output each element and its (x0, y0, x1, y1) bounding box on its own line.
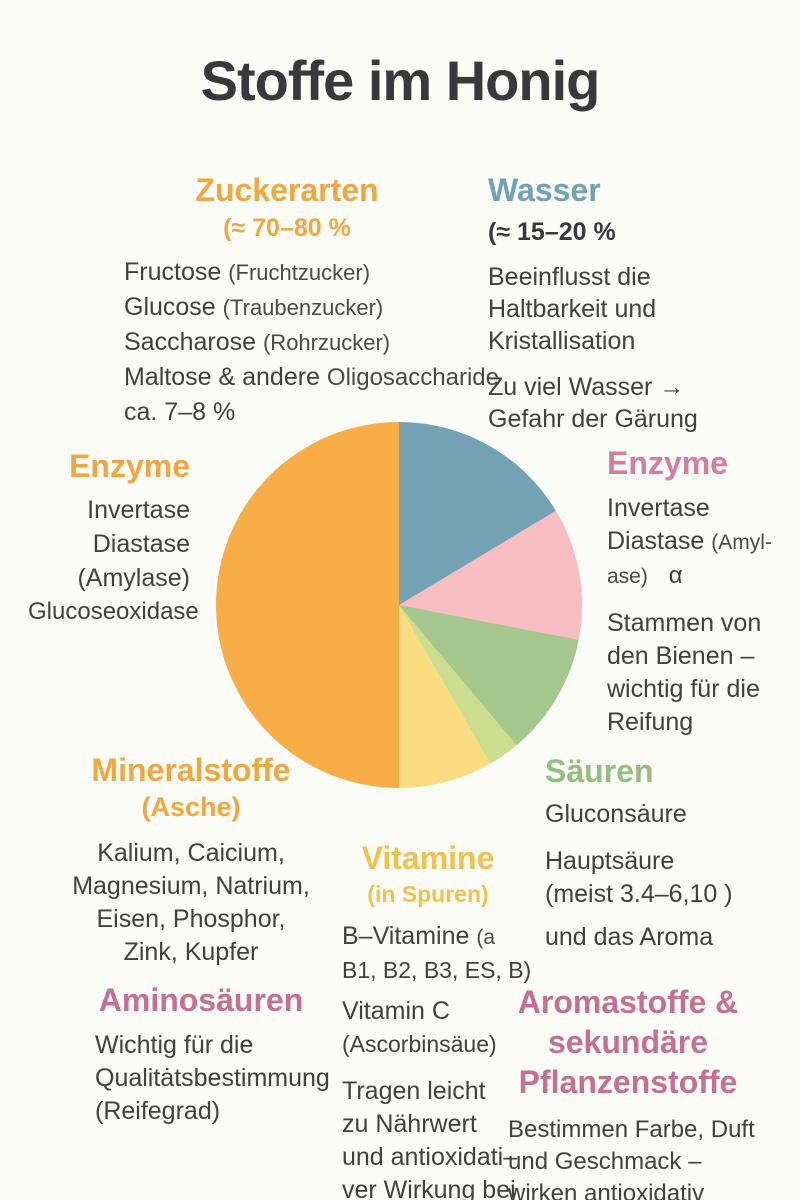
aromastoffe-heading: Aromastoffe & sekundäre Pflanzenstoffe (498, 982, 758, 1102)
section-aminosaeuren: Aminosäuren Wichtig für die Qualitȧtsbes… (88, 982, 330, 1128)
enzyme-right-list: Invertase Diastase (Amyl- ase) α (607, 492, 792, 593)
text-line: ver Wirkung bei (342, 1176, 516, 1200)
section-mineralstoffe: Mineralstoffe (Asche) Kalium, Caicium, M… (60, 752, 322, 969)
list-item: Fructose (Fruchtzucker) (124, 255, 462, 290)
text-line: (Amylase) (77, 563, 190, 592)
term-detail: (Amyl- (711, 530, 772, 554)
vitamine-body: B–Vitamine (a B1, B2, B3, ES, B) Vitamin… (338, 920, 532, 1200)
text-line: Invertase (87, 495, 190, 524)
text-line: wichtig für die (607, 674, 760, 703)
heading-line: Pflanzenstoffe (518, 1064, 738, 1100)
section-enzyme-right: Enzyme Invertase Diastase (Amyl- ase) α … (607, 445, 792, 739)
term-detail: ase) (607, 564, 648, 588)
term: Maltose & andere (124, 362, 320, 391)
text-line: (Reifegrad) (95, 1096, 221, 1125)
enzyme-right-heading: Enzyme (607, 445, 728, 481)
text-line: Haltbarkeit und (488, 294, 657, 323)
enzyme-left-list: Invertase Diastase (Amylase) Glucoseoxid… (28, 493, 199, 629)
term-detail: (Fruchtzucker) (228, 259, 371, 285)
text-line: Hauptsäure (545, 846, 675, 875)
heading-line: Aromastoffe & (517, 984, 739, 1020)
list-item: Glucose (Traubenzucker) (124, 290, 462, 325)
heading-line: sekundäre (547, 1024, 709, 1060)
text-line: (meist 3.4–6,10 ) (545, 879, 733, 908)
text-line: (Ascorbinsäue) (342, 1031, 497, 1058)
text-line: B1, B2, B3, ES, B) (342, 957, 532, 984)
text-line: Stammen von (607, 608, 762, 637)
text-line: Magnesium, Natrium, (72, 872, 310, 901)
text-line: Bestimmen Farbe, Duft (508, 1116, 755, 1143)
text-line: wirken antioxidativ (508, 1180, 705, 1200)
section-zuckerarten: Zuckerarten (≈ 70–80 % Fructose (Fruchtz… (112, 172, 499, 430)
term-detail: (Rohrzucker) (262, 329, 391, 355)
wasser-paragraph: Zu viel Wasser → Gefahr der Gärung (488, 371, 788, 435)
text-line: zu Nährwert (342, 1110, 477, 1139)
text-line: ase) α (607, 559, 792, 593)
aminosaeuren-list: Wichtig für die Qualitȧtsbestimmung (Rei… (88, 1029, 330, 1128)
term: Fructose (124, 257, 222, 286)
text-line: Zink, Kupfer (123, 938, 259, 967)
enzyme-right-paragraph: Stammen von den Bienen – wichtig für die… (607, 607, 792, 739)
text-line: und das Aroma (545, 922, 714, 951)
mineralstoffe-heading: Mineralstoffe (91, 752, 291, 788)
text-line: Eisen, Phosphor, (96, 905, 286, 934)
page-title: Stoffe im Honig (200, 49, 601, 112)
vitamine-paragraph: Tragen leicht zu Nährwert und antioxidat… (342, 1075, 518, 1200)
text-line: Gefahr der Gärung (488, 404, 698, 433)
term: ca. 7–8 % (124, 397, 236, 426)
text-line: und antioxidati– (342, 1143, 518, 1172)
list-item: Maltose & andere Oligosaccharide (124, 360, 499, 395)
text-line: Beeinflusst die (488, 262, 651, 291)
text-line: Wichtig für die (95, 1030, 254, 1059)
saeuren-heading: Säuren (545, 753, 654, 789)
zuckerarten-subheading: (≈ 70–80 % (223, 213, 351, 242)
text-line: den Bienen – (607, 641, 755, 670)
section-wasser: Wasser (≈ 15–20 % Beeinflusst die Haltba… (488, 172, 788, 435)
section-vitamine: Vitamine (in Spuren) B–Vitamine (a B1, B… (338, 840, 532, 1200)
text-line: Kalium, Caicium, (97, 839, 285, 868)
term: Saccharose (124, 327, 257, 356)
text-line: Reifung (607, 707, 694, 736)
term-detail: Oligosaccharide (326, 363, 499, 391)
text-line: Diastase (92, 529, 190, 558)
alpha-symbol: α (668, 561, 683, 589)
text-line: B–Vitamine (a (342, 920, 518, 954)
vitamine-subheading: (in Spuren) (367, 880, 489, 907)
term-detail: (Traubenzucker) (222, 294, 384, 320)
term: B–Vitamine (342, 922, 470, 951)
text-line: Qualitȧtsbestimmung (95, 1063, 330, 1092)
section-aromastoffe: Aromastoffe & sekundäre Pflanzenstoffe B… (498, 982, 758, 1200)
text-line: Glucoseoxidase (28, 597, 199, 625)
text-line: Vitamin C (342, 997, 450, 1026)
wasser-paragraph: Beeinflusst die Haltbarkeit und Kristall… (488, 261, 788, 357)
text-line: Gluconsȧure (545, 799, 687, 828)
mineralstoffe-list: Kalium, Caicium, Magnesium, Natrium, Eis… (60, 837, 322, 969)
pie-chart (216, 422, 582, 788)
wasser-subheading: (≈ 15–20 % (488, 217, 616, 246)
text-line: Tragen leicht (342, 1077, 486, 1106)
term: Diastase (607, 526, 705, 555)
aminosaeuren-heading: Aminosäuren (98, 982, 304, 1018)
text-line: Zu viel Wasser → (488, 372, 685, 401)
aromastoffe-list: Bestimmen Farbe, Duft und Geschmack – wi… (498, 1114, 758, 1200)
term-detail: (a (476, 926, 496, 950)
zuckerarten-heading: Zuckerarten (195, 172, 379, 208)
zuckerarten-list: Fructose (Fruchtzucker) Glucose (Trauben… (112, 255, 499, 430)
vitamine-heading: Vitamine (361, 840, 495, 876)
section-enzyme-left: Enzyme Invertase Diastase (Amylase) Gluc… (28, 448, 199, 629)
mineralstoffe-subheading: (Asche) (141, 791, 241, 822)
enzyme-left-heading: Enzyme (69, 448, 190, 484)
saeuren-paragraph: Hauptsäure (meist 3.4–6,10 ) (545, 845, 790, 911)
list-item: ca. 7–8 % (124, 395, 462, 430)
text-line: Kristallisation (488, 326, 636, 355)
wasser-heading: Wasser (488, 172, 601, 208)
list-item: Saccharose (Rohrzucker) (124, 325, 462, 360)
text-line: Diastase (Amyl- (607, 525, 792, 559)
text-line: und Geschmack – (508, 1148, 702, 1175)
term: Glucose (124, 292, 216, 321)
section-saeuren: Säuren Gluconsȧure Hauptsäure (meist 3.4… (545, 753, 790, 954)
text-line: Invertase (607, 493, 710, 522)
